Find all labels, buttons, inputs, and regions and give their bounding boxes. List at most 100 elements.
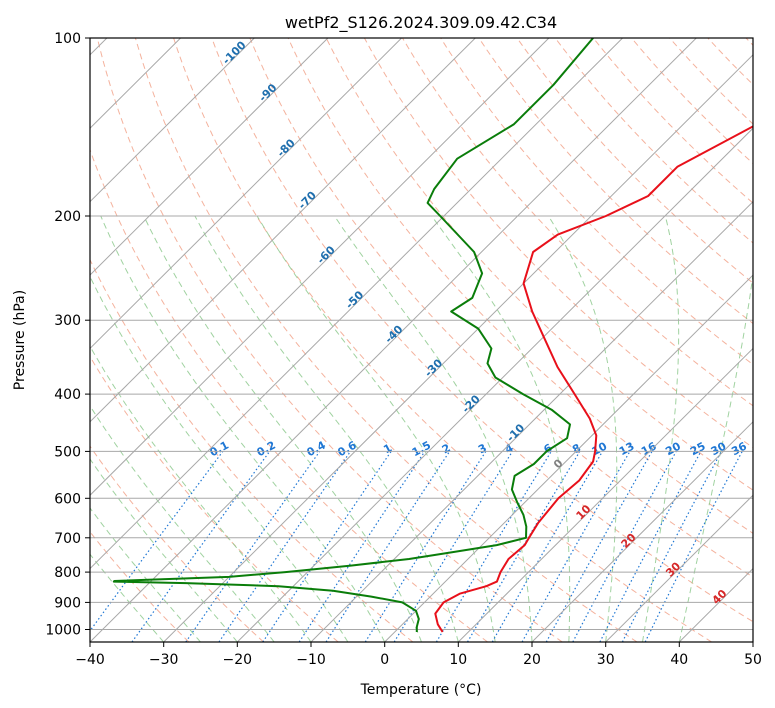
- mixing-ratio-label: 1: [381, 441, 394, 456]
- dry-adiabat-line: [134, 38, 638, 642]
- isotherm-line: [90, 38, 402, 350]
- isotherm-line: [90, 38, 697, 642]
- dry-adiabat-line: [249, 38, 753, 578]
- mixing-ratio-label: 10: [590, 439, 610, 458]
- moist-adiabat-line: [548, 215, 618, 642]
- isotherm-line: [90, 38, 329, 276]
- moist-adiabat-line: [90, 345, 312, 642]
- mixing-ratio-label: 1.5: [410, 439, 433, 460]
- y-tick-label: 700: [54, 531, 81, 547]
- isotherm-line: [605, 494, 753, 642]
- plot-area: 0.1 0.2 0.4 0.6 1 1.5 2 3 4 6 8 10 13 16 20 25 30 36 -100…: [90, 38, 753, 642]
- y-tick-label: 900: [54, 595, 81, 611]
- x-tick-label: −30: [149, 652, 179, 668]
- mixing-ratio-line: [131, 451, 271, 642]
- mixing-ratio-label: 0.4: [304, 438, 328, 459]
- y-tick-label: 500: [54, 444, 81, 460]
- pressure-gridlines: [90, 38, 753, 630]
- mixing-ratio-label: 3: [476, 441, 489, 456]
- dry-adiabat-line: [554, 38, 753, 244]
- mixing-ratio-line: [644, 451, 743, 642]
- x-tick-label: 10: [449, 652, 467, 668]
- dry-adiabat-line: [516, 38, 753, 284]
- isotherm-label: -90: [256, 81, 279, 104]
- dry-adiabat-line: [592, 38, 753, 204]
- isotherm-label: -30: [422, 356, 445, 379]
- moist-adiabat-line: [194, 215, 459, 642]
- y-tick-label: 1000: [45, 623, 81, 639]
- dry-adiabat-line: [402, 38, 753, 407]
- isotherm-label: -100: [220, 38, 249, 67]
- dry-adiabat-line: [90, 355, 339, 642]
- y-axis-ticks: 100 200 300 400 500 600 700 800 900 1000: [45, 31, 90, 639]
- moist-adiabat-line: [90, 404, 275, 642]
- mixing-ratio-label: 0.6: [335, 438, 359, 459]
- mixing-ratio-line: [325, 451, 451, 642]
- chart-title: wetPf2_S126.2024.309.09.42.C34: [285, 13, 557, 33]
- isotherm-line: [310, 200, 753, 642]
- x-axis-ticks: −40 −30 −20 −10 0 10 20 30 40 50: [75, 642, 762, 668]
- plot-frame: [89, 37, 754, 643]
- isotherm-label: -40: [382, 322, 405, 345]
- x-tick-label: 50: [744, 652, 762, 668]
- mixing-ratio-line: [435, 451, 552, 642]
- moist-adiabat-line: [642, 215, 680, 642]
- y-tick-label: 800: [54, 565, 81, 581]
- dry-adiabat-label: 20: [619, 531, 639, 551]
- dry-adiabat-label: 30: [663, 559, 683, 579]
- mixing-ratio-line: [466, 451, 581, 642]
- x-tick-label: 0: [380, 652, 389, 668]
- isotherm-label: -50: [343, 288, 366, 311]
- isotherm-line: [236, 127, 753, 642]
- isotherm-label: -20: [460, 392, 483, 415]
- mixing-ratio-label: 36: [729, 439, 749, 458]
- isotherm-line: [531, 421, 753, 642]
- isotherm-label: -80: [275, 136, 298, 159]
- x-tick-label: 20: [523, 652, 541, 668]
- dry-adiabat-line: [90, 445, 264, 642]
- dry-adiabat-line: [478, 38, 753, 325]
- isotherm-line: [384, 274, 753, 642]
- mixing-ratio-label: 8: [570, 441, 583, 456]
- moist-adiabat-line: [90, 458, 238, 642]
- mixing-ratio-label: 13: [617, 440, 637, 459]
- x-tick-label: −20: [223, 652, 253, 668]
- mixing-ratio-line: [185, 451, 321, 642]
- x-tick-label: 40: [670, 652, 688, 668]
- dry-adiabat-line: [96, 38, 563, 642]
- y-tick-label: 400: [54, 387, 81, 403]
- mixing-ratio-line: [599, 451, 702, 642]
- moist-adiabat-line: [431, 215, 571, 642]
- dewpoint-profile: [112, 38, 594, 632]
- mixing-ratio-label: 16: [639, 439, 659, 458]
- dry-adiabat-line: [211, 38, 753, 623]
- moist-adiabats: [90, 215, 753, 642]
- x-axis-label: Temperature (°C): [360, 682, 482, 698]
- moist-adiabat-line: [256, 215, 496, 642]
- isotherm-line: [90, 38, 255, 203]
- isotherm-label: -60: [315, 243, 338, 266]
- x-tick-label: 30: [597, 652, 615, 668]
- dry-adiabat-line: [669, 38, 753, 125]
- moist-adiabat-line: [678, 270, 753, 642]
- x-tick-label: −40: [75, 652, 105, 668]
- mixing-ratio-line: [90, 451, 224, 632]
- dry-adiabat-line: [287, 38, 753, 534]
- mixing-ratio-label: 30: [709, 439, 729, 458]
- dry-adiabat-line: [631, 38, 753, 165]
- isotherm-line: [163, 54, 753, 642]
- sounding-series: [112, 38, 753, 633]
- dry-adiabat-line: [90, 531, 190, 642]
- mixing-ratio-line: [218, 451, 351, 642]
- moist-adiabat-line: [334, 215, 533, 642]
- dry-adiabat-line: [90, 258, 414, 642]
- y-tick-label: 200: [54, 209, 81, 225]
- isotherm-line: [90, 38, 550, 496]
- mixing-ratio-line: [491, 451, 604, 642]
- moist-adiabat-line: [90, 553, 165, 642]
- y-axis-label: Pressure (hPa): [12, 290, 28, 390]
- mixing-ratio-label: 2: [440, 441, 453, 456]
- mixing-ratio-line: [572, 451, 677, 642]
- dry-adiabat-line: [707, 38, 753, 86]
